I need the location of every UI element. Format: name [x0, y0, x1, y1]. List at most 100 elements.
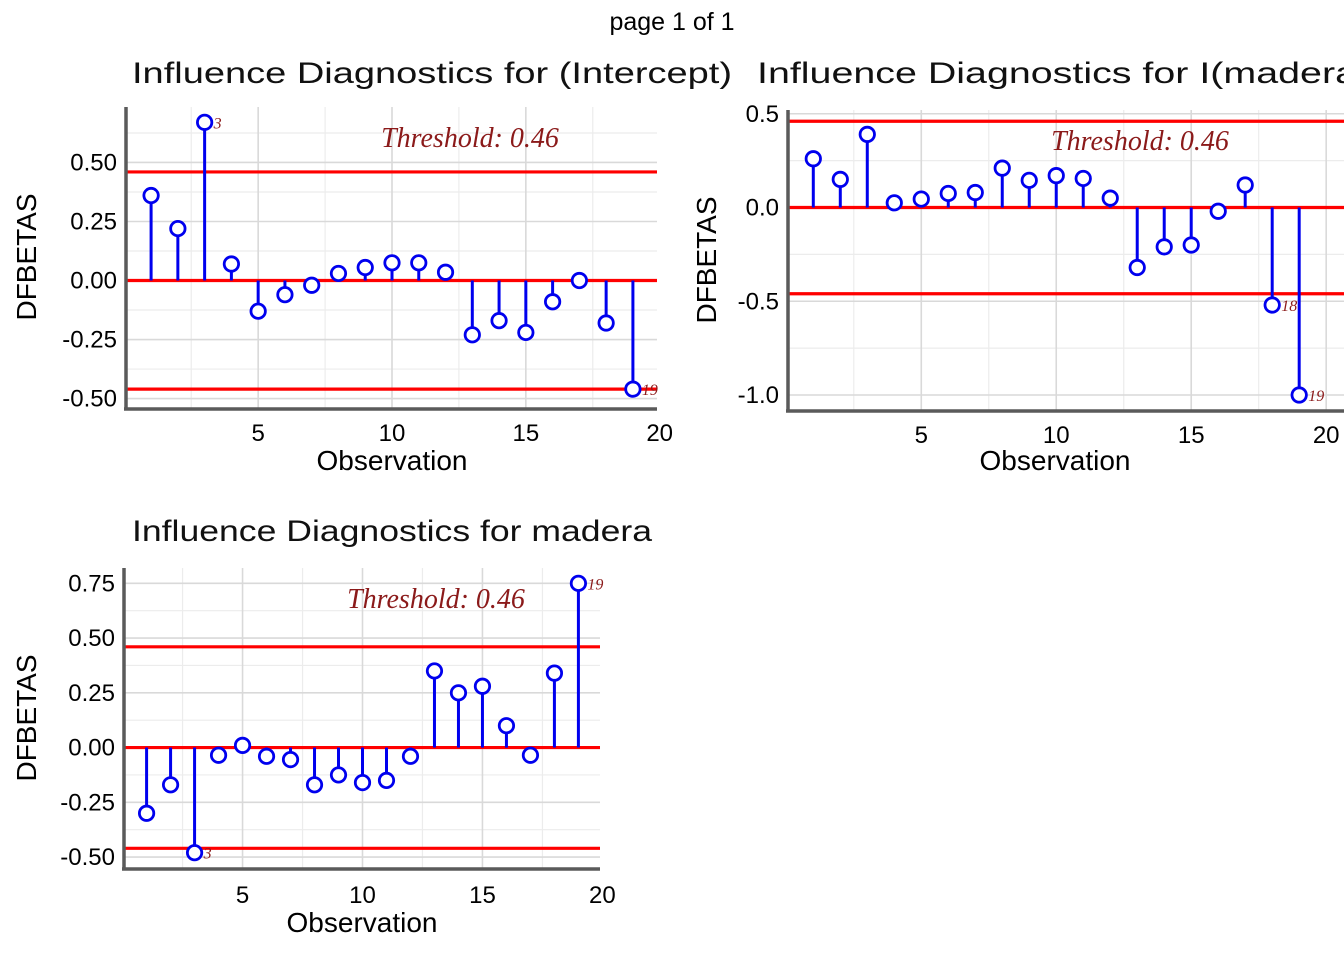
- x-tick-label: 5: [915, 422, 928, 449]
- point-marker: [1236, 176, 1254, 194]
- point-marker: [377, 771, 396, 790]
- point-marker: [305, 776, 324, 794]
- y-tick-label: 0.25: [68, 680, 115, 707]
- plot-intercept: 3 19 0.50 0.25 0.00 -0.25 -0.50 5 10 15 20 DFBETAS O…: [11, 57, 732, 476]
- plot-title: Influence Diagnostics for I(madera: [757, 57, 1344, 90]
- point-marker: [497, 717, 516, 735]
- point-marker: [1290, 386, 1308, 404]
- point-marker: [966, 183, 984, 202]
- y-tick-label: -0.25: [60, 789, 115, 816]
- y-tick-label: -0.25: [62, 327, 117, 354]
- page-header: page 1 of 1: [609, 8, 735, 36]
- point-marker: [196, 113, 214, 131]
- x-tick-label: 20: [1313, 422, 1340, 449]
- point-marker: [463, 326, 481, 344]
- y-axis-title: DFBETAS: [11, 654, 42, 781]
- threshold-annotation: Threshold: 0.46: [1051, 126, 1229, 157]
- y-tick-label: 0.75: [68, 570, 115, 597]
- point-label: 3: [213, 115, 222, 132]
- x-axis-title: Observation: [980, 445, 1131, 476]
- point-marker: [804, 150, 822, 168]
- y-tick-label: -1.0: [738, 382, 779, 409]
- point-marker: [209, 746, 228, 764]
- point-marker: [222, 255, 240, 273]
- point-marker: [257, 747, 276, 765]
- point-marker: [161, 776, 180, 794]
- y-tick-label: 0.5: [746, 101, 779, 128]
- x-tick-label: 5: [236, 882, 249, 909]
- point-marker: [517, 323, 535, 342]
- point-marker: [137, 804, 156, 822]
- point-marker: [249, 302, 267, 320]
- point-marker: [1128, 258, 1146, 277]
- point-marker: [597, 314, 615, 332]
- point-marker: [1047, 167, 1065, 185]
- threshold-annotation: Threshold: 0.46: [381, 123, 559, 154]
- point-marker: [490, 312, 508, 330]
- x-tick-label: 10: [1043, 422, 1070, 449]
- point-marker: [885, 194, 903, 212]
- x-tick-label: 10: [379, 420, 406, 447]
- point-marker: [939, 184, 957, 203]
- y-tick-label: -0.5: [738, 288, 779, 315]
- x-tick-label: 15: [512, 420, 539, 447]
- point-label: 3: [203, 846, 212, 863]
- plot-madera-squared: 18 19 0.5 0.0 -0.5 -1.0 5 10 15 20 DFBETAS Observat…: [691, 57, 1344, 476]
- point-marker: [912, 190, 930, 208]
- point-marker: [1020, 171, 1038, 189]
- point-marker: [436, 263, 455, 281]
- x-tick-label: 15: [1178, 422, 1205, 449]
- plot-title: Influence Diagnostics for (Intercept): [132, 57, 732, 90]
- point-marker: [1101, 189, 1119, 207]
- point-marker: [303, 276, 321, 294]
- point-marker: [276, 286, 294, 304]
- point-marker: [1182, 236, 1200, 254]
- point-marker: [281, 751, 300, 769]
- point-marker: [831, 170, 849, 188]
- point-marker: [356, 258, 374, 277]
- point-label: 19: [1308, 388, 1324, 405]
- x-tick-label: 10: [349, 882, 376, 909]
- point-marker: [545, 664, 564, 682]
- point-marker: [185, 844, 204, 862]
- point-marker: [624, 380, 642, 398]
- y-tick-label: 0.50: [68, 625, 115, 652]
- threshold-annotation: Threshold: 0.46: [347, 584, 525, 615]
- plot-title: Influence Diagnostics for madera: [132, 515, 652, 548]
- point-marker: [473, 677, 492, 695]
- x-tick-label: 15: [469, 882, 496, 909]
- point-marker: [401, 747, 420, 765]
- y-tick-label: 0.25: [70, 208, 117, 235]
- point-marker: [449, 684, 468, 702]
- point-marker: [1209, 202, 1227, 220]
- point-marker: [329, 766, 348, 784]
- point-marker: [1074, 169, 1092, 188]
- plot-madera: 3 19 0.75 0.50 0.25 0.00 -0.25 -0.50 5 10 15 20 DFBE…: [11, 515, 652, 938]
- point-marker: [169, 219, 187, 238]
- point-label: 19: [587, 576, 603, 593]
- point-label: 18: [1281, 298, 1297, 315]
- point-marker: [570, 271, 588, 290]
- y-tick-label: 0.50: [70, 149, 117, 176]
- y-tick-label: -0.50: [62, 386, 117, 413]
- point-marker: [521, 746, 540, 764]
- point-marker: [425, 662, 444, 680]
- point-marker: [410, 254, 428, 272]
- point-marker: [544, 293, 562, 311]
- x-axis-title: Observation: [317, 445, 468, 476]
- point-marker: [1263, 296, 1281, 314]
- point-marker: [142, 186, 160, 205]
- point-label: 19: [642, 382, 658, 399]
- point-marker: [383, 254, 401, 272]
- point-marker: [993, 159, 1011, 177]
- point-marker: [353, 773, 372, 792]
- y-tick-label: 0.0: [746, 195, 779, 222]
- point-marker: [233, 736, 252, 754]
- x-tick-label: 20: [589, 882, 616, 909]
- y-tick-label: 0.00: [68, 735, 115, 762]
- y-axis-title: DFBETAS: [11, 193, 42, 320]
- x-tick-label: 5: [251, 420, 264, 447]
- y-tick-label: 0.00: [70, 268, 117, 295]
- x-axis-title: Observation: [287, 907, 438, 938]
